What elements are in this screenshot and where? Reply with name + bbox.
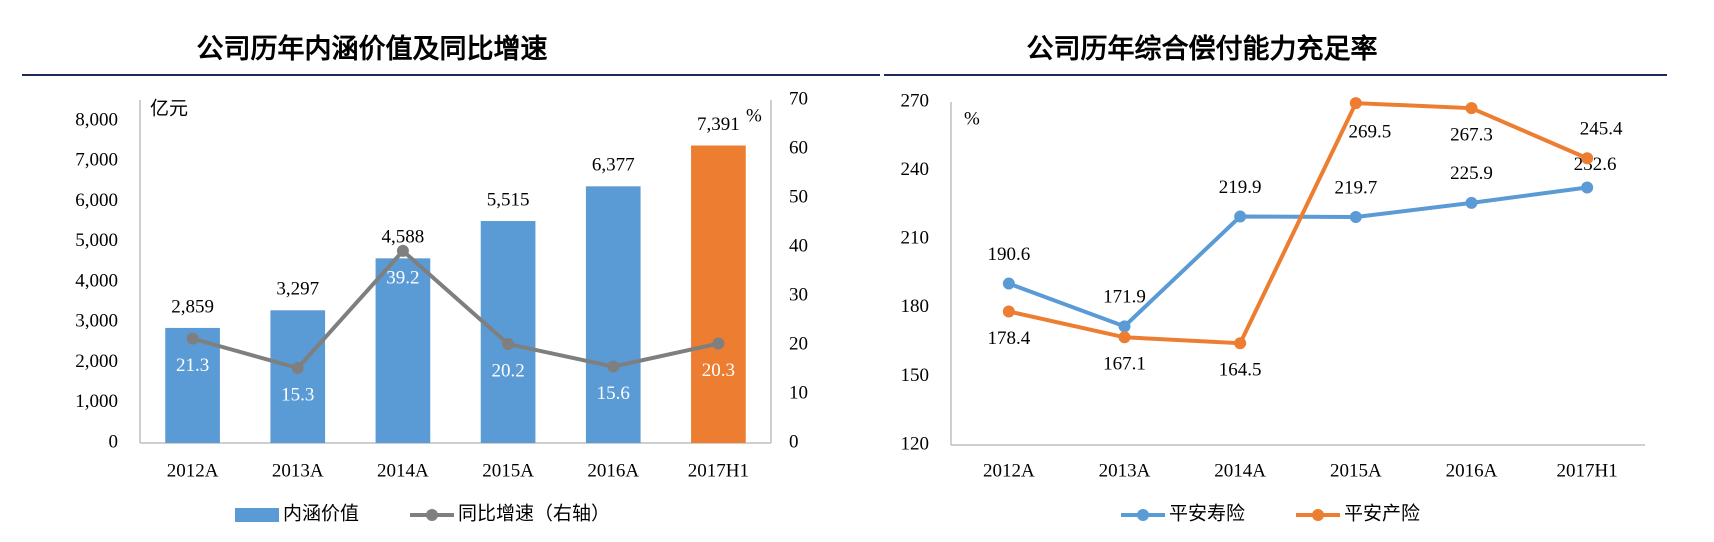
data-label: 2,859 xyxy=(171,296,214,317)
point xyxy=(712,337,725,350)
point xyxy=(1581,152,1594,165)
point xyxy=(1234,210,1247,223)
point xyxy=(1234,337,1247,350)
bar xyxy=(480,221,536,443)
y-tick-label: 180 xyxy=(901,296,930,317)
chart-title: 公司历年综合偿付能力充足率 xyxy=(1027,33,1378,64)
legend-swatch xyxy=(1137,509,1149,521)
point xyxy=(1349,211,1362,224)
y2-axis-unit: % xyxy=(746,105,762,126)
data-label: 15.3 xyxy=(281,384,314,405)
data-label: 39.2 xyxy=(386,267,419,288)
point xyxy=(1349,97,1362,110)
bar xyxy=(585,186,641,443)
point xyxy=(1002,305,1015,318)
data-label: 3,297 xyxy=(276,279,319,300)
data-label: 219.7 xyxy=(1334,177,1377,198)
y2-tick-label: 70 xyxy=(789,88,808,109)
x-tick-label: 2012A xyxy=(167,460,219,481)
legend-swatch xyxy=(426,509,438,521)
y-tick-label: 0 xyxy=(109,431,119,452)
data-label: 190.6 xyxy=(987,244,1030,265)
y-tick-label: 3,000 xyxy=(75,311,118,332)
y-axis-unit: % xyxy=(964,108,980,129)
data-label: 225.9 xyxy=(1450,163,1493,184)
y2-tick-label: 30 xyxy=(789,284,808,305)
y-tick-label: 240 xyxy=(901,159,930,180)
y-tick-label: 1,000 xyxy=(75,391,118,412)
data-label: 20.3 xyxy=(702,360,735,381)
data-label: 6,377 xyxy=(592,155,635,176)
x-tick-label: 2017H1 xyxy=(1557,460,1618,481)
data-label: 15.6 xyxy=(597,383,630,404)
x-tick-label: 2014A xyxy=(1214,460,1266,481)
data-label: 171.9 xyxy=(1103,287,1146,308)
y2-tick-label: 60 xyxy=(789,137,808,158)
x-tick-label: 2015A xyxy=(482,460,534,481)
bar xyxy=(691,145,746,443)
y2-tick-label: 40 xyxy=(789,235,808,256)
legend-label: 内涵价值 xyxy=(283,502,359,524)
legend-swatch xyxy=(1312,509,1324,521)
bar xyxy=(270,310,326,443)
y2-tick-label: 0 xyxy=(789,431,799,452)
point xyxy=(607,360,620,373)
point xyxy=(1465,196,1478,209)
data-label: 219.9 xyxy=(1219,177,1262,198)
y-tick-label: 8,000 xyxy=(75,109,118,130)
point xyxy=(1118,320,1131,333)
y-tick-label: 150 xyxy=(901,365,930,386)
y-tick-label: 5,000 xyxy=(75,230,118,251)
point xyxy=(1581,181,1594,194)
y-tick-label: 120 xyxy=(901,433,930,454)
point xyxy=(1002,277,1015,290)
legend-swatch xyxy=(235,508,279,522)
x-tick-label: 2013A xyxy=(1099,460,1151,481)
data-label: 164.5 xyxy=(1219,360,1262,381)
y-axis-unit: 亿元 xyxy=(150,97,188,119)
line xyxy=(1008,185,1588,329)
legend-label: 同比增速（右轴） xyxy=(458,502,610,524)
y2-tick-label: 10 xyxy=(789,382,808,403)
legend-label: 平安寿险 xyxy=(1169,502,1245,524)
y-tick-label: 7,000 xyxy=(75,150,118,171)
y-tick-label: 6,000 xyxy=(75,190,118,211)
point xyxy=(502,338,515,351)
point xyxy=(1118,331,1131,344)
x-tick-label: 2014A xyxy=(377,460,429,481)
x-tick-label: 2016A xyxy=(587,460,639,481)
line xyxy=(1008,101,1588,346)
x-tick-label: 2012A xyxy=(983,460,1035,481)
point xyxy=(396,244,409,257)
x-tick-label: 2017H1 xyxy=(688,460,749,481)
legend-label: 平安产险 xyxy=(1344,502,1420,524)
bar xyxy=(165,327,220,443)
x-tick-label: 2013A xyxy=(272,460,324,481)
data-label: 245.4 xyxy=(1580,119,1623,140)
point xyxy=(186,332,199,345)
y2-tick-label: 20 xyxy=(789,333,808,354)
data-label: 178.4 xyxy=(987,328,1030,349)
y-tick-label: 2,000 xyxy=(75,351,118,372)
data-label: 269.5 xyxy=(1348,122,1391,143)
data-label: 5,515 xyxy=(487,189,530,210)
y-tick-label: 210 xyxy=(901,228,930,249)
x-tick-label: 2015A xyxy=(1330,460,1382,481)
data-label: 167.1 xyxy=(1103,354,1146,375)
y-tick-label: 270 xyxy=(901,90,930,111)
bar xyxy=(375,258,431,443)
data-label: 20.2 xyxy=(491,360,524,381)
data-label: 4,588 xyxy=(382,227,425,248)
line xyxy=(192,248,719,371)
chart-title: 公司历年内涵价值及同比增速 xyxy=(197,33,548,64)
point xyxy=(291,362,304,375)
y-tick-label: 4,000 xyxy=(75,270,118,291)
data-label: 21.3 xyxy=(176,355,209,376)
x-tick-label: 2016A xyxy=(1446,460,1498,481)
point xyxy=(1465,102,1478,115)
y2-tick-label: 50 xyxy=(789,186,808,207)
data-label: 7,391 xyxy=(697,114,740,135)
data-label: 267.3 xyxy=(1450,125,1493,146)
